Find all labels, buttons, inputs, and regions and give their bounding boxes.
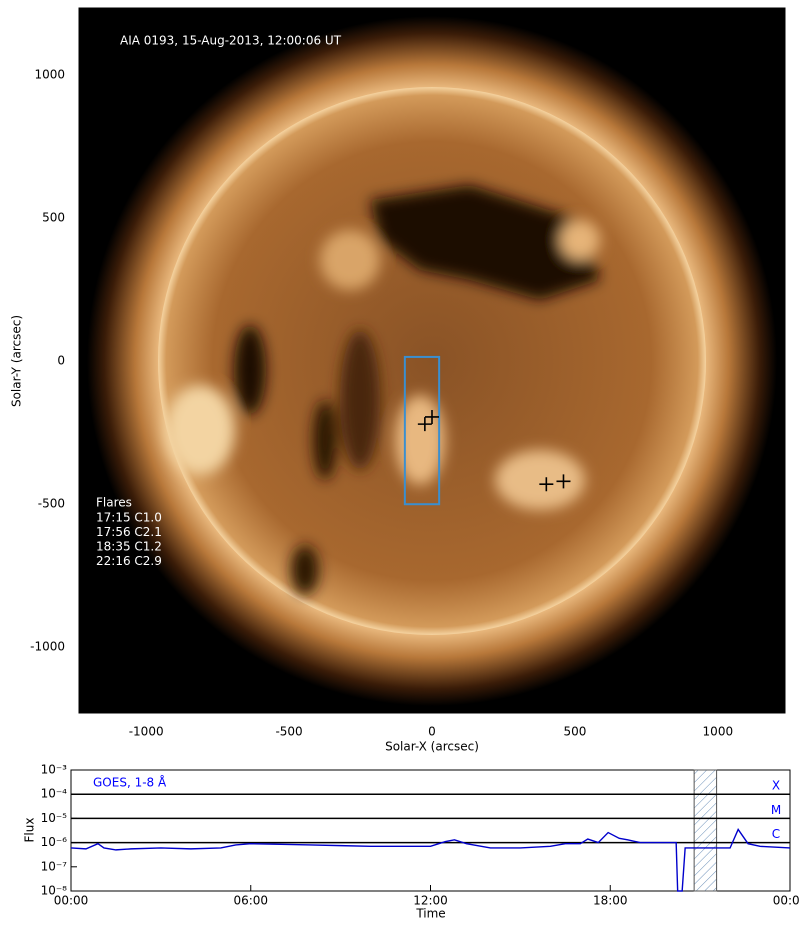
x-tick-label: 12:00 [413, 894, 448, 908]
y-axis-label: Flux [23, 818, 37, 843]
x-tick-label: 00:00 [773, 894, 799, 908]
class-label: X [772, 779, 780, 793]
flux-line [70, 827, 791, 892]
legend-entry: 22:16 C2.9 [96, 554, 162, 568]
y-tick-label: 10⁻⁵ [41, 811, 68, 825]
x-tick-label: 06:00 [233, 894, 268, 908]
y-tick-label: 10⁻⁷ [41, 859, 68, 873]
solar-image [79, 8, 785, 713]
y-tick-label: 10⁻⁸ [41, 884, 68, 898]
y-tick-label: 0 [57, 354, 65, 368]
y-tick-label: -500 [38, 497, 65, 511]
y-tick-label: 10⁻⁶ [41, 835, 68, 849]
y-tick-label: 10⁻⁴ [41, 787, 68, 801]
y-tick-label: 1000 [34, 68, 65, 82]
y-tick-label: 10⁻³ [41, 763, 68, 777]
x-tick-label: 1000 [703, 725, 734, 739]
region-box [403, 355, 441, 506]
highlight-span [693, 769, 718, 892]
flare-marker [539, 477, 554, 492]
goes-annotation: GOES, 1-8 Å [93, 775, 167, 790]
image-annotation: AIA 0193, 15-Aug-2013, 12:00:06 UT [120, 34, 342, 48]
x-axis-label: Solar-X (arcsec) [385, 740, 479, 754]
flare-marker [417, 417, 432, 432]
x-tick-label: 500 [563, 725, 586, 739]
x-tick-label: -1000 [129, 725, 164, 739]
y-axis-label: Solar-Y (arcsec) [10, 315, 24, 407]
goes-frame [70, 769, 791, 892]
legend-entry: 17:56 C2.1 [96, 525, 162, 539]
x-tick-label: -500 [275, 725, 302, 739]
flare-marker [425, 409, 439, 424]
x-tick-label: 0 [428, 725, 436, 739]
legend-entry: 17:15 C1.0 [96, 511, 162, 525]
x-tick-label: 18:00 [593, 894, 628, 908]
x-tick-label: 00:00 [54, 894, 89, 908]
legend-title: Flares [96, 496, 132, 510]
y-tick-label: 500 [42, 211, 65, 225]
class-label: C [772, 827, 780, 841]
flare-marker [556, 474, 571, 489]
y-tick-label: -1000 [30, 640, 65, 654]
legend-entry: 18:35 C1.2 [96, 540, 162, 554]
x-axis-label: Time [415, 907, 445, 921]
class-label: M [771, 803, 781, 817]
